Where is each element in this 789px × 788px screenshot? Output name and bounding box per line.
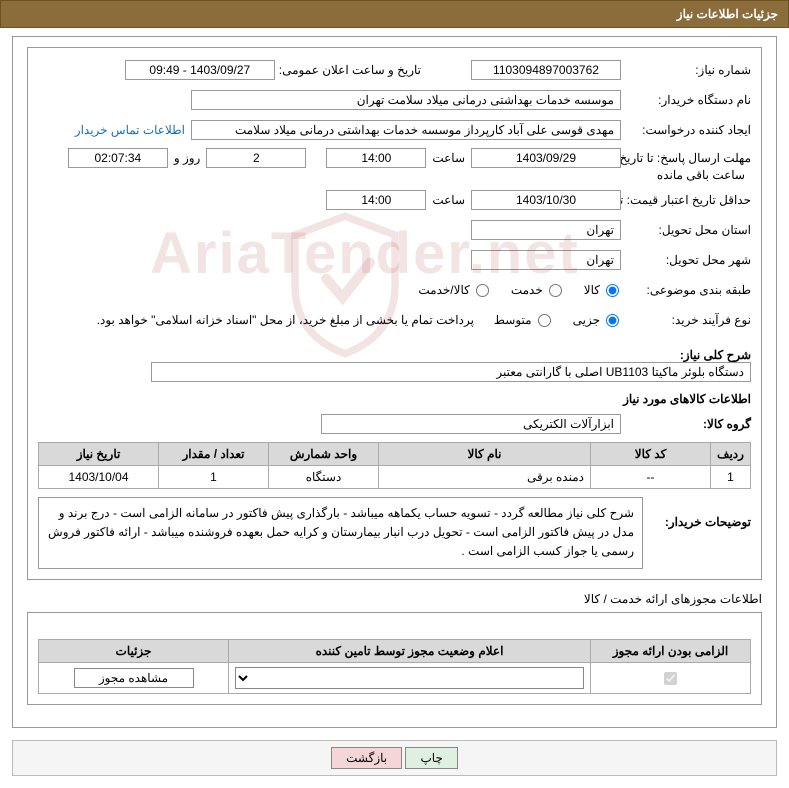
proc-minor-radio[interactable] <box>606 314 619 327</box>
need-number-label: شماره نیاز: <box>621 63 751 77</box>
col-row: ردیف <box>711 443 751 466</box>
deadline-time-value: 14:00 <box>326 148 426 168</box>
lic-col-mandatory: الزامی بودن ارائه مجوز <box>591 639 751 662</box>
buyer-desc-label: توضیحات خریدار: <box>651 497 751 529</box>
license-section-header: اطلاعات مجوزهای ارائه خدمت / کالا <box>27 592 762 606</box>
time-label1: ساعت <box>426 151 471 165</box>
col-needdate: تاریخ نیاز <box>39 443 159 466</box>
main-info-box: شماره نیاز: 1103094897003762 تاریخ و ساع… <box>27 47 762 580</box>
validity-label: حداقل تاریخ اعتبار قیمت: تا تاریخ: <box>621 193 751 207</box>
cat-both-option[interactable]: کالا/خدمت <box>418 283 490 297</box>
view-license-button[interactable]: مشاهده مجوز <box>74 668 194 688</box>
license-mandatory-checkbox <box>664 672 677 685</box>
buyer-desc-value: شرح کلی نیاز مطالعه گردد - تسویه حساب یک… <box>38 497 643 569</box>
license-box: الزامی بودن ارائه مجوز اعلام وضعیت مجوز … <box>27 612 762 705</box>
time-label2: ساعت <box>426 193 471 207</box>
province-value: تهران <box>471 220 621 240</box>
cat-goods-option[interactable]: کالا <box>584 283 621 297</box>
remaining-label: ساعت باقی مانده <box>653 168 751 182</box>
goods-section-header: اطلاعات کالاهای مورد نیاز <box>38 392 751 406</box>
group-label: گروه کالا: <box>621 417 751 431</box>
print-button[interactable]: چاپ <box>405 747 457 769</box>
buyer-org-value: موسسه خدمات بهداشتی درمانی میلاد سلامت ت… <box>191 90 621 110</box>
table-row: 1 -- دمنده برقی دستگاه 1 1403/10/04 <box>39 466 751 489</box>
buyer-org-label: نام دستگاه خریدار: <box>621 93 751 107</box>
summary-label: شرح کلی نیاز: <box>621 348 751 362</box>
page-title: جزئیات اطلاعات نیاز <box>677 7 778 21</box>
time-remaining-value: 02:07:34 <box>68 148 168 168</box>
table-row: مشاهده مجوز <box>39 662 751 693</box>
category-label: طبقه بندی موضوعی: <box>621 283 751 297</box>
process-label: نوع فرآیند خرید: <box>621 313 751 327</box>
requester-value: مهدی قوسی علی آباد کارپرداز موسسه خدمات … <box>191 120 621 140</box>
requester-label: ایجاد کننده درخواست: <box>621 123 751 137</box>
days-remaining-value: 2 <box>206 148 306 168</box>
province-label: استان محل تحویل: <box>621 223 751 237</box>
col-code: کد کالا <box>591 443 711 466</box>
lic-col-status: اعلام وضعیت مجوز توسط تامین کننده <box>229 639 591 662</box>
cat-service-radio[interactable] <box>549 284 562 297</box>
city-value: تهران <box>471 250 621 270</box>
deadline-label: مهلت ارسال پاسخ: تا تاریخ: <box>621 151 751 165</box>
page-header: جزئیات اطلاعات نیاز <box>0 0 789 28</box>
col-unit: واحد شمارش <box>269 443 379 466</box>
license-status-select[interactable] <box>235 667 584 689</box>
summary-value: دستگاه بلوئر ماکیتا UB1103 اصلی با گاران… <box>151 362 751 382</box>
cat-goods-radio[interactable] <box>606 284 619 297</box>
process-note: پرداخت تمام یا بخشی از مبلغ خرید، از محل… <box>93 313 474 327</box>
lic-col-details: جزئیات <box>39 639 229 662</box>
license-table: الزامی بودن ارائه مجوز اعلام وضعیت مجوز … <box>38 639 751 694</box>
cat-service-option[interactable]: خدمت <box>511 283 564 297</box>
need-number-value: 1103094897003762 <box>471 60 621 80</box>
proc-minor-option[interactable]: جزیی <box>573 313 621 327</box>
proc-medium-option[interactable]: متوسط <box>494 313 553 327</box>
validity-date-value: 1403/10/30 <box>471 190 621 210</box>
goods-table: ردیف کد کالا نام کالا واحد شمارش تعداد /… <box>38 442 751 489</box>
proc-medium-radio[interactable] <box>538 314 551 327</box>
back-button[interactable]: بازگشت <box>331 747 402 769</box>
col-qty: تعداد / مقدار <box>159 443 269 466</box>
group-value: ابزارآلات الکتریکی <box>321 414 621 434</box>
deadline-date-value: 1403/09/29 <box>471 148 621 168</box>
city-label: شهر محل تحویل: <box>621 253 751 267</box>
validity-time-value: 14:00 <box>326 190 426 210</box>
announce-value: 1403/09/27 - 09:49 <box>125 60 275 80</box>
announce-label: تاریخ و ساعت اعلان عمومی: <box>275 63 421 77</box>
cat-both-radio[interactable] <box>476 284 489 297</box>
buyer-contact-link[interactable]: اطلاعات تماس خریدار <box>75 123 191 137</box>
col-name: نام کالا <box>379 443 591 466</box>
days-and-label: روز و <box>168 151 207 165</box>
